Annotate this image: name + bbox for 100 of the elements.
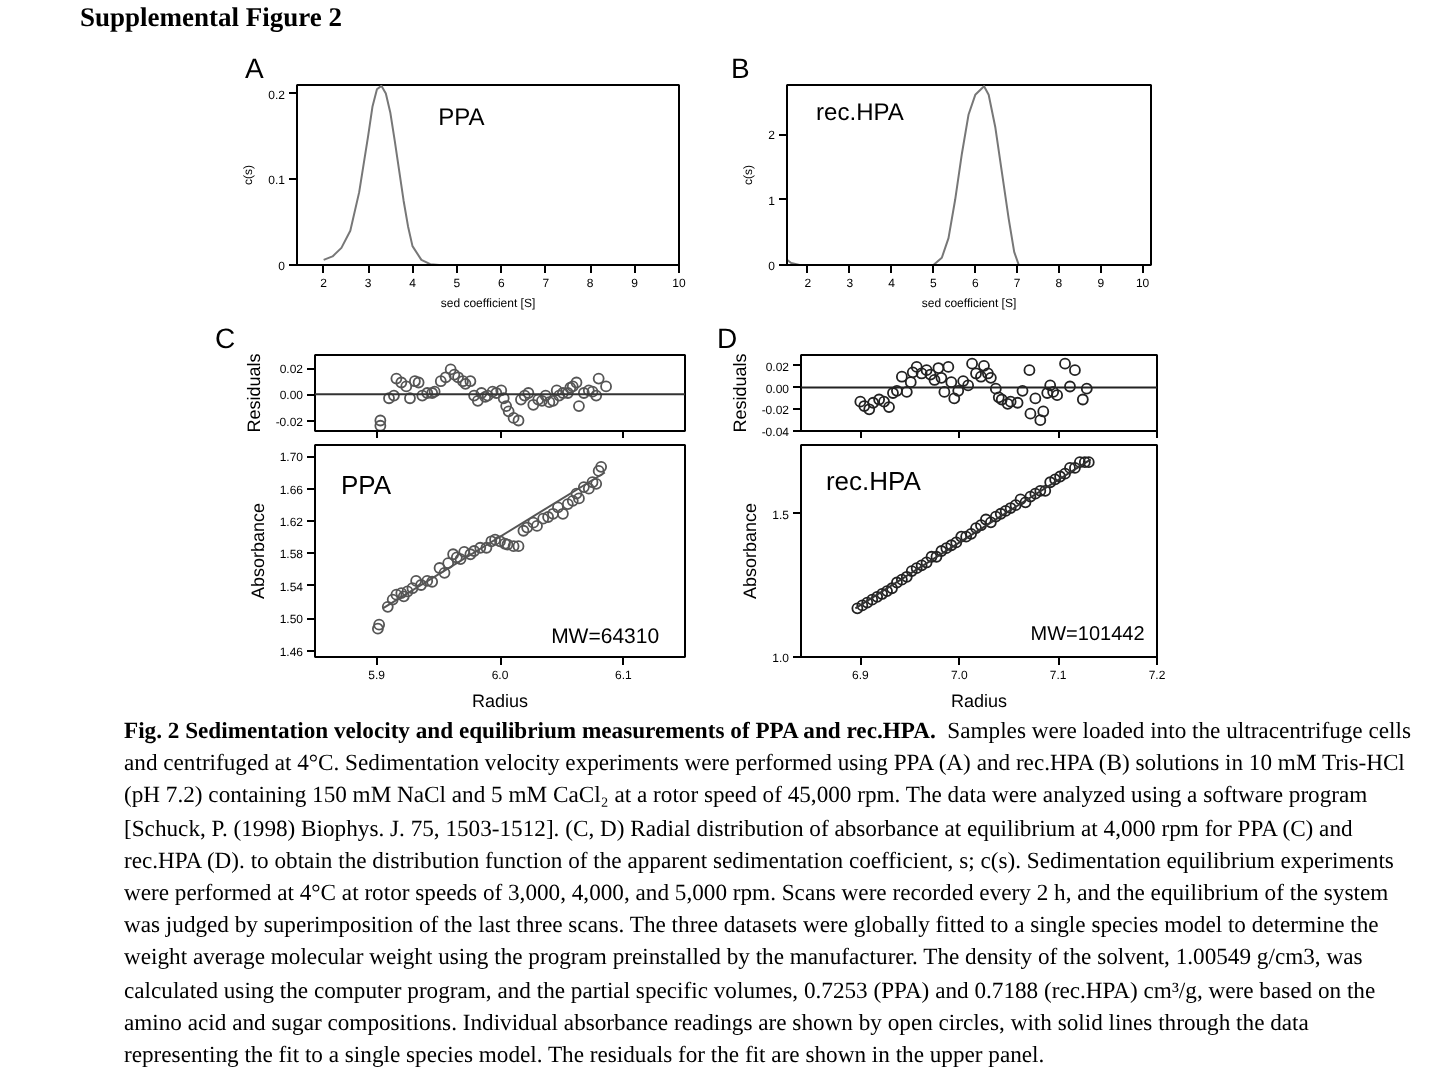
point <box>497 392 510 405</box>
point <box>550 384 563 397</box>
point <box>952 384 965 397</box>
point <box>1054 470 1066 483</box>
point <box>928 374 941 386</box>
point <box>878 395 890 408</box>
y-axis-title: Absorbance <box>740 502 761 600</box>
annotation: PPA <box>438 103 485 131</box>
point <box>412 376 425 389</box>
point <box>900 570 913 583</box>
chart-title: B <box>731 52 750 84</box>
point <box>942 361 955 373</box>
point <box>895 573 908 586</box>
point <box>932 362 945 374</box>
chart-title: A <box>245 52 265 84</box>
point <box>906 366 919 379</box>
point <box>957 375 970 387</box>
point <box>531 520 543 532</box>
point <box>900 386 913 398</box>
point <box>590 389 603 402</box>
point <box>475 387 488 399</box>
point <box>409 375 421 388</box>
point <box>557 507 569 520</box>
point <box>920 556 933 569</box>
point <box>471 394 484 407</box>
point <box>507 412 520 424</box>
point <box>442 557 455 570</box>
point <box>494 535 506 548</box>
point <box>395 376 408 389</box>
point <box>444 363 457 376</box>
point <box>1029 392 1042 405</box>
point <box>438 566 451 579</box>
point <box>521 521 534 534</box>
text: Fig. 2 Sedimentation velocity and equilibrium measurements of PPA and rec.HPA. <box>124 718 936 744</box>
point <box>938 386 951 398</box>
point <box>915 367 928 380</box>
annotation: MW=101442 <box>1030 624 1146 647</box>
point <box>881 585 893 597</box>
point <box>553 389 566 402</box>
point <box>1039 484 1052 497</box>
annotation: rec.HPA <box>816 97 904 126</box>
point <box>925 550 938 563</box>
point <box>1047 386 1060 398</box>
point <box>1069 462 1081 474</box>
point <box>410 575 423 587</box>
point <box>1044 379 1057 392</box>
point <box>867 396 880 409</box>
point <box>970 367 982 380</box>
point <box>1034 414 1047 427</box>
point <box>452 371 464 384</box>
point <box>978 359 990 372</box>
point <box>502 405 515 418</box>
point <box>386 593 399 606</box>
point <box>573 492 585 505</box>
point <box>372 622 384 635</box>
point <box>561 387 574 399</box>
point <box>1064 380 1076 393</box>
point <box>426 575 439 588</box>
point <box>397 590 410 603</box>
point <box>388 389 400 402</box>
text: Supplemental Figure 2 <box>80 2 343 32</box>
point <box>1014 493 1027 506</box>
point <box>920 364 933 377</box>
point <box>1016 384 1029 397</box>
y-axis-title: Residuals <box>729 352 750 433</box>
point <box>960 530 973 543</box>
chart-title: C <box>215 322 236 354</box>
point <box>965 527 977 540</box>
point <box>468 389 480 402</box>
point <box>1011 396 1024 409</box>
point <box>910 361 923 373</box>
point <box>542 511 554 523</box>
point <box>433 562 446 574</box>
point <box>458 545 471 558</box>
annotation: PPA <box>340 470 392 501</box>
point <box>381 600 394 613</box>
point <box>539 389 552 402</box>
point <box>512 540 525 553</box>
point <box>1024 490 1037 503</box>
point <box>490 387 503 399</box>
y-axis-title: Residuals <box>243 352 264 433</box>
point <box>600 380 612 393</box>
point <box>507 540 520 553</box>
point <box>1076 393 1089 406</box>
point <box>975 519 987 532</box>
x-axis-title: Radius <box>471 691 530 711</box>
point <box>404 392 416 405</box>
point <box>517 524 530 537</box>
point <box>421 575 434 587</box>
x-axis-title: Radius <box>950 691 1009 711</box>
point <box>527 516 540 529</box>
point <box>448 368 461 381</box>
point <box>876 588 888 600</box>
point <box>1037 405 1050 418</box>
point <box>518 389 531 402</box>
point <box>966 357 978 370</box>
point <box>577 387 590 399</box>
point <box>910 562 923 575</box>
point <box>522 387 535 399</box>
point <box>464 548 477 561</box>
